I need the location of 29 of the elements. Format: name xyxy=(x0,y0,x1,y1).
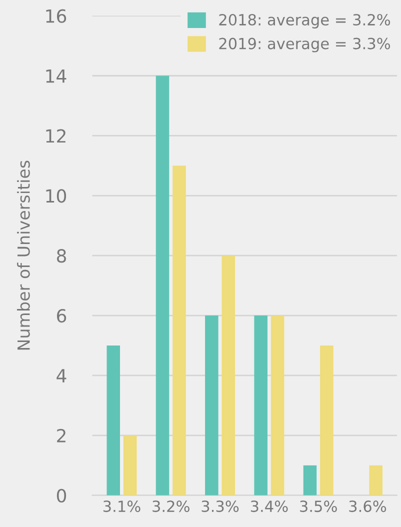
y-tick-label: 0 xyxy=(56,488,66,502)
y-tick-label: 4 xyxy=(56,369,66,382)
y-tick-label: 12 xyxy=(46,129,66,143)
bar xyxy=(254,316,268,496)
bar xyxy=(205,316,218,496)
y-tick-label: 6 xyxy=(57,309,66,323)
y-tick-label: 10 xyxy=(46,189,66,203)
bar xyxy=(123,435,137,496)
x-tick-label: 3.5% xyxy=(300,500,337,512)
legend-label: 2018: average = 3.2% xyxy=(219,14,390,28)
bar xyxy=(320,346,334,496)
x-tick-label: 3.4% xyxy=(250,500,288,512)
y-axis-title: Number of Universities xyxy=(17,160,30,350)
bar xyxy=(303,465,317,496)
bar xyxy=(369,465,382,496)
y-tick-label: 16 xyxy=(46,9,66,23)
legend-label: 2019: average = 3.3% xyxy=(219,38,390,52)
bar xyxy=(106,346,120,496)
bar xyxy=(156,76,170,496)
bar xyxy=(270,316,284,496)
y-tick-label: 2 xyxy=(57,428,66,442)
bar xyxy=(222,256,236,496)
x-tick-label: 3.3% xyxy=(202,500,239,512)
bar xyxy=(172,166,186,496)
x-tick-label: 3.1% xyxy=(103,500,140,512)
x-tick-label: 3.6% xyxy=(349,500,386,512)
x-tick-label: 3.2% xyxy=(152,500,190,512)
y-tick-label: 8 xyxy=(56,249,66,263)
y-tick-label: 14 xyxy=(46,69,66,83)
